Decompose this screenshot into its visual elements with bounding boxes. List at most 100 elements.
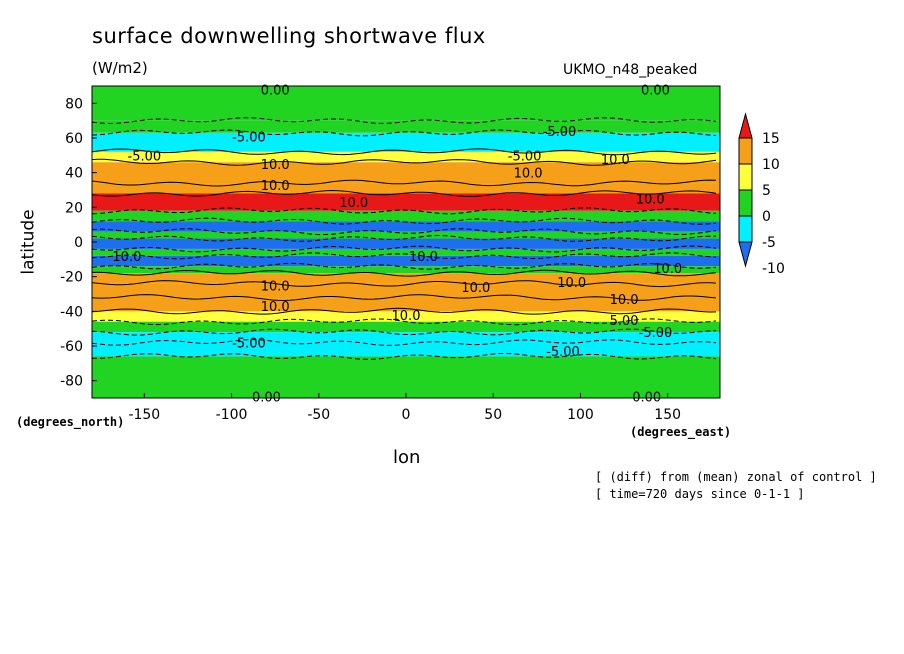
contour-label: 10.0 <box>261 179 290 194</box>
contour-line-16 <box>92 307 717 315</box>
zonal-band-20 <box>92 342 720 357</box>
zonal-band-21 <box>92 356 720 398</box>
y-tick-label: 0 <box>74 235 83 251</box>
contour-label: 0.00 <box>261 83 290 98</box>
y-axis-label: latitude <box>18 209 39 275</box>
contour-label: 5.00 <box>610 314 639 329</box>
contour-line-8 <box>92 228 717 236</box>
contour-label: -5.00 <box>128 149 162 164</box>
contour-line-15 <box>92 294 717 302</box>
contour-line-0 <box>92 117 717 125</box>
contour-line-13 <box>92 269 717 277</box>
colorbar-segment <box>738 241 753 268</box>
y-tick-label: 80 <box>65 96 83 112</box>
colorbar-label: 10 <box>762 157 780 173</box>
chart-units: (W/m2) <box>92 59 148 77</box>
zonal-band-7 <box>92 210 720 222</box>
contour-line-1 <box>92 129 717 137</box>
contour-line-2 <box>92 148 717 156</box>
zonal-band-8 <box>92 221 720 232</box>
contour-label: 0.00 <box>252 390 281 405</box>
contour-label: 10.0 <box>653 262 682 277</box>
colorbar-segment <box>738 215 753 243</box>
contour-label: 10.0 <box>461 281 490 296</box>
contour-label: 10.0 <box>514 167 543 182</box>
contour-label: -5.00 <box>232 130 266 145</box>
contour-line-10 <box>92 245 717 253</box>
zonal-band-18 <box>92 321 720 333</box>
contour-line-4 <box>92 179 717 187</box>
contour-label: -5.00 <box>508 149 542 164</box>
contour-line-20 <box>92 353 717 360</box>
colorbar-label: -10 <box>762 261 785 277</box>
contour-label: 10.0 <box>339 196 368 211</box>
zonal-band-14 <box>92 273 720 284</box>
zonal-band-2 <box>92 132 720 152</box>
annotation-time: [ time=720 days since 0-1-1 ] <box>595 487 805 501</box>
contour-line-12 <box>92 262 717 270</box>
contour-label: 0.00 <box>632 390 661 405</box>
contour-label: 10.0 <box>261 279 290 294</box>
contour-label: 10.0 <box>261 158 290 173</box>
zonal-band-5 <box>92 183 720 194</box>
contour-line-3 <box>92 158 717 166</box>
contour-label: 10.0 <box>112 250 141 265</box>
model-label: UKMO_n48_peaked <box>563 62 698 78</box>
contour-line-9 <box>92 234 717 242</box>
contour-label: 0.00 <box>641 83 670 98</box>
zonal-band-19 <box>92 332 720 343</box>
zonal-band-16 <box>92 297 720 312</box>
zonal-band-17 <box>92 311 720 322</box>
contour-label: -5.00 <box>232 337 266 352</box>
contour-label: -5.00 <box>546 345 580 360</box>
contour-label: 10.0 <box>601 153 630 168</box>
y-axis-unit: (degrees_north) <box>16 415 125 429</box>
zonal-band-4 <box>92 162 720 184</box>
zonal-band-13 <box>92 266 720 274</box>
zonal-band-0 <box>92 86 720 121</box>
y-tick-label: -60 <box>60 339 83 355</box>
contour-line-7 <box>92 217 717 225</box>
x-tick-label: 50 <box>484 407 502 423</box>
contour-line-11 <box>92 252 717 260</box>
colorbar-label: 0 <box>762 209 771 225</box>
x-tick-label: -50 <box>307 407 330 423</box>
y-tick-label: 60 <box>65 131 83 147</box>
zonal-band-9 <box>92 231 720 239</box>
x-axis-unit: (degrees_east) <box>630 425 732 439</box>
x-tick-label: 100 <box>567 407 594 423</box>
colorbar-label: 15 <box>762 131 780 147</box>
zonal-band-10 <box>92 238 720 249</box>
contour-line-6 <box>92 207 717 215</box>
x-axis-label: lon <box>393 447 421 468</box>
contour-line-17 <box>92 318 717 326</box>
colorbar-label: 5 <box>762 183 771 199</box>
x-tick-label: -100 <box>216 407 248 423</box>
y-tick-label: -80 <box>60 374 83 390</box>
annotation-diff: [ (diff) from (mean) zonal of control ] <box>595 470 877 484</box>
zonal-band-3 <box>92 151 720 163</box>
contour-label: 10.0 <box>409 250 438 265</box>
colorbar-segment <box>738 163 753 191</box>
colorbar-segment <box>738 189 753 217</box>
contour-label: 10.0 <box>392 309 421 324</box>
chart-title: surface downwelling shortwave flux <box>92 24 486 48</box>
y-tick-label: -20 <box>60 270 83 286</box>
y-tick-label: 20 <box>65 200 83 216</box>
contour-line-5 <box>92 189 717 197</box>
colorbar-segment <box>738 112 753 139</box>
contour-line-19 <box>92 339 717 346</box>
contour-line-18 <box>92 328 717 336</box>
contour-label: -5.00 <box>543 125 577 140</box>
x-tick-label: -150 <box>128 407 160 423</box>
contour-label: 10.0 <box>261 300 290 315</box>
y-tick-label: 40 <box>65 166 83 182</box>
x-tick-label: 150 <box>654 407 681 423</box>
contour-label: 10.0 <box>610 293 639 308</box>
contour-line-14 <box>92 280 717 288</box>
zonal-band-12 <box>92 255 720 267</box>
zonal-band-6 <box>92 193 720 211</box>
y-tick-label: -40 <box>60 304 83 320</box>
contour-label: 10.0 <box>557 276 586 291</box>
